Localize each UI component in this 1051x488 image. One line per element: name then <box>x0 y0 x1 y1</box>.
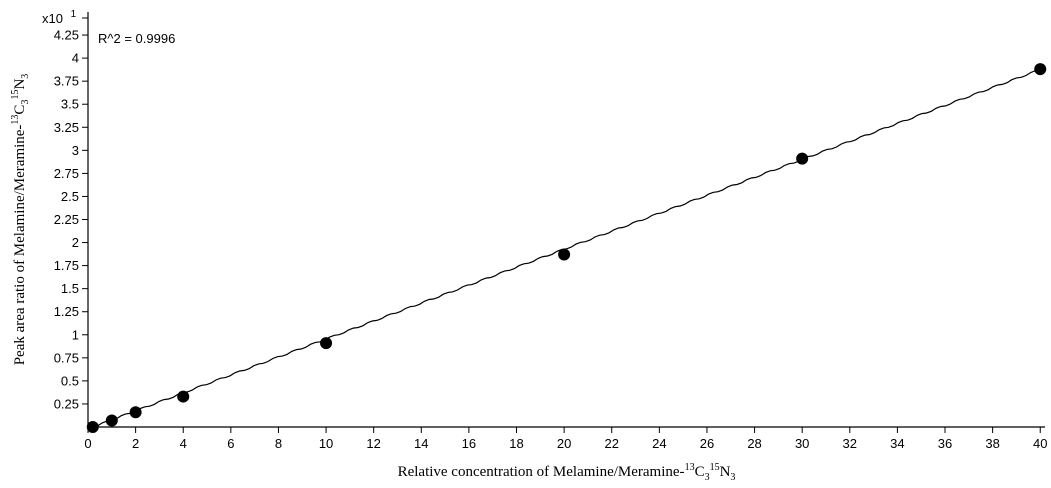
y-tick-label: 4 <box>72 51 79 66</box>
axes <box>87 12 1045 428</box>
y-title-sup2: 15 <box>10 90 21 100</box>
x-tick-label: 20 <box>557 436 571 451</box>
y-title-sub1: 3 <box>20 100 31 105</box>
y-tick-label: 3.5 <box>61 97 79 112</box>
x-tick-label: 4 <box>180 436 187 451</box>
data-point <box>320 337 333 350</box>
r-squared-annotation: R^2 = 0.9996 <box>98 31 175 46</box>
x-title-sub2: 3 <box>730 472 735 483</box>
y-tick-label: 3.75 <box>54 74 79 89</box>
y-tick-label: 3 <box>72 143 79 158</box>
y-tick-label: 2.75 <box>54 166 79 181</box>
y-tick-label: 2 <box>72 235 79 250</box>
y-ticks: 0.25 0.5 0.75 1 1.25 1.5 1.75 2 2.25 2.5 2.75 3 3.25… <box>54 17 88 411</box>
data-point <box>177 390 190 403</box>
x-tick-label: 32 <box>843 436 857 451</box>
x-tick-label: 10 <box>319 436 333 451</box>
x-tick-label: 2 <box>132 436 139 451</box>
y-tick-label: 0.25 <box>54 396 79 411</box>
x-tick-label: 28 <box>747 436 761 451</box>
x-tick-label: 38 <box>985 436 999 451</box>
y-tick-label: 1.5 <box>61 281 79 296</box>
data-point <box>105 414 118 427</box>
x-tick-label: 8 <box>275 436 282 451</box>
y-axis-title: Peak area ratio of Melamine/Meramine-13C… <box>10 74 31 366</box>
y-title-main: Peak area ratio of Melamine/Meramine- <box>12 125 28 366</box>
y-multiplier-exponent: 1 <box>71 9 77 20</box>
data-point <box>558 248 571 261</box>
y-tick-label: 0.75 <box>54 350 79 365</box>
y-title-sub2: 3 <box>20 74 31 79</box>
x-tick-label: 26 <box>700 436 714 451</box>
y-tick-label: 0.5 <box>61 373 79 388</box>
y-tick-label: 1.25 <box>54 304 79 319</box>
data-point <box>796 152 809 165</box>
x-tick-label: 30 <box>795 436 809 451</box>
y-tick-label: 1 <box>72 327 79 342</box>
y-multiplier-label: x10 1 <box>42 9 77 26</box>
y-tick-label: 2.25 <box>54 212 79 227</box>
fit-line-layer <box>92 69 1041 429</box>
x-tick-label: 24 <box>652 436 666 451</box>
y-title-n: N <box>12 79 28 90</box>
regression-fit-line <box>92 69 1041 429</box>
y-title-c: C <box>12 105 28 115</box>
x-tick-label: 12 <box>366 436 380 451</box>
x-tick-label: 18 <box>509 436 523 451</box>
x-title-c: C <box>695 464 705 480</box>
x-ticks: 0 2 4 6 8 10 12 14 16 18 20 22 24 26 28 30 32 34 36 38 40 <box>84 427 1047 451</box>
y-title-sup1: 13 <box>10 115 21 125</box>
data-point <box>86 421 99 433</box>
x-tick-label: 22 <box>604 436 618 451</box>
x-tick-label: 14 <box>414 436 428 451</box>
x-tick-label: 34 <box>890 436 904 451</box>
data-points <box>86 63 1047 433</box>
x-tick-label: 0 <box>84 436 91 451</box>
x-title-main: Relative concentration of Melamine/Meram… <box>398 464 685 480</box>
y-multiplier-base: x10 <box>42 11 63 26</box>
x-tick-label: 6 <box>227 436 234 451</box>
y-tick-label: 1.75 <box>54 258 79 273</box>
y-tick-label: 4.25 <box>54 28 79 43</box>
x-title-sub1: 3 <box>705 472 710 483</box>
y-tick-label: 3.25 <box>54 120 79 135</box>
x-axis-title: Relative concentration of Melamine/Meram… <box>398 462 736 483</box>
x-tick-label: 36 <box>938 436 952 451</box>
data-point <box>129 406 142 419</box>
data-point <box>1034 63 1047 76</box>
x-title-sup1: 13 <box>685 462 695 473</box>
y-tick-label: 2.5 <box>61 189 79 204</box>
x-tick-label: 16 <box>462 436 476 451</box>
x-tick-label: 40 <box>1033 436 1047 451</box>
x-title-n: N <box>720 464 731 480</box>
x-title-sup2: 15 <box>710 462 720 473</box>
